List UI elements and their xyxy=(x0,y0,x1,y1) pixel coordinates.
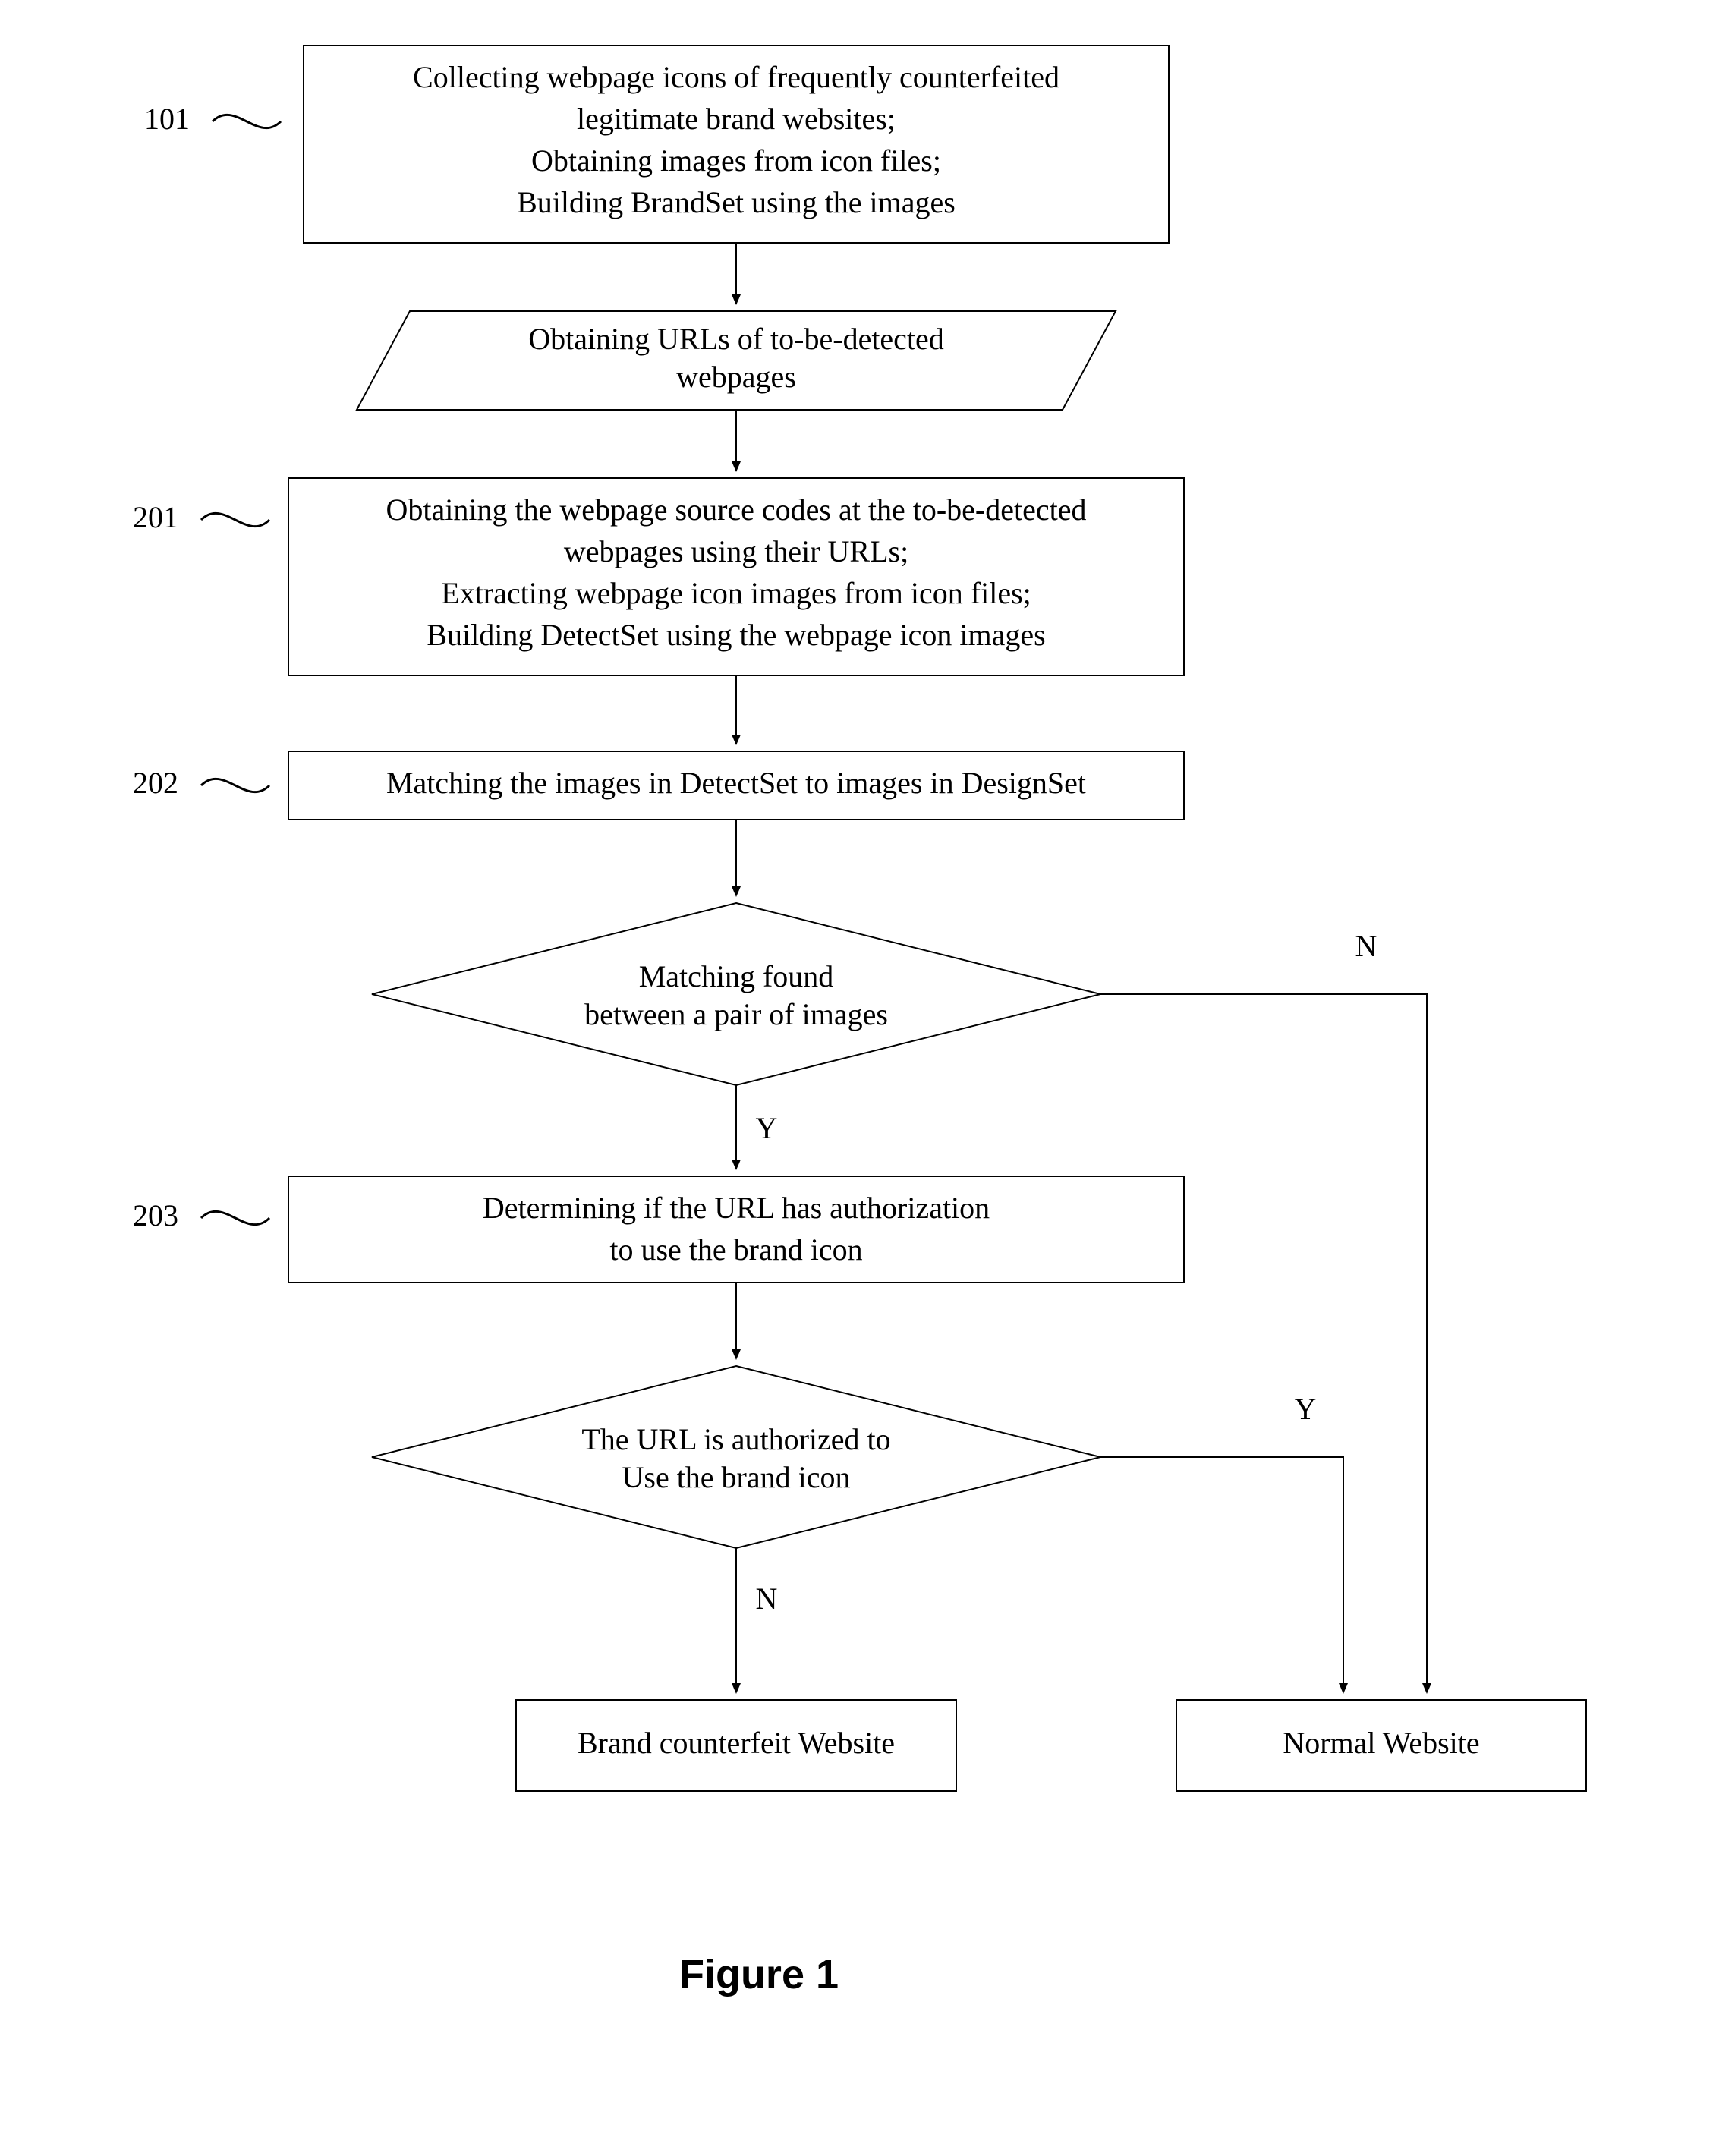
edge-label-d2-yes: Y xyxy=(1295,1392,1317,1426)
svg-text:legitimate brand websites;: legitimate brand websites; xyxy=(577,102,896,136)
node-203-authorization: Determining if the URL has authorization… xyxy=(288,1176,1184,1283)
svg-text:203: 203 xyxy=(133,1198,178,1232)
node-obtain-urls: Obtaining URLs of to-be-detected webpage… xyxy=(357,311,1116,410)
svg-text:Building DetectSet using the w: Building DetectSet using the webpage ico… xyxy=(427,618,1045,652)
svg-text:The URL is authorized to: The URL is authorized to xyxy=(581,1422,890,1456)
svg-text:Normal Website: Normal Website xyxy=(1283,1726,1479,1760)
svg-text:Extracting webpage icon images: Extracting webpage icon images from icon… xyxy=(441,576,1031,610)
svg-text:201: 201 xyxy=(133,500,178,534)
node-result-counterfeit: Brand counterfeit Website xyxy=(516,1700,956,1791)
node-201-detectset: Obtaining the webpage source codes at th… xyxy=(288,478,1184,675)
edge-d2-yes xyxy=(1100,1457,1343,1692)
svg-text:Determining if the URL has aut: Determining if the URL has authorization xyxy=(483,1191,990,1225)
decision-url-authorized: The URL is authorized to Use the brand i… xyxy=(372,1366,1100,1548)
svg-text:webpages: webpages xyxy=(676,360,796,394)
decision-matching-found: Matching found between a pair of images xyxy=(372,903,1100,1085)
side-label-101: 101 xyxy=(144,102,281,136)
svg-text:Building BrandSet using the im: Building BrandSet using the images xyxy=(517,185,956,219)
svg-text:202: 202 xyxy=(133,766,178,800)
side-label-202: 202 xyxy=(133,766,269,800)
svg-text:Obtaining the webpage source c: Obtaining the webpage source codes at th… xyxy=(386,493,1087,527)
side-label-201: 201 xyxy=(133,500,269,534)
edge-label-d2-no: N xyxy=(756,1582,778,1616)
svg-text:101: 101 xyxy=(144,102,190,136)
svg-text:Matching the images in DetectS: Matching the images in DetectSet to imag… xyxy=(386,766,1086,800)
svg-text:Collecting webpage icons of fr: Collecting webpage icons of frequently c… xyxy=(413,60,1059,94)
flowchart-figure: 101 Collecting webpage icons of frequent… xyxy=(0,0,1719,2156)
edge-label-d1-no: N xyxy=(1355,929,1377,963)
edge-d1-no xyxy=(1100,994,1427,1692)
svg-text:Matching found: Matching found xyxy=(639,959,834,993)
svg-text:webpages using their URLs;: webpages using their URLs; xyxy=(564,534,908,568)
svg-text:Use the brand icon: Use the brand icon xyxy=(622,1460,850,1494)
side-label-203: 203 xyxy=(133,1198,269,1232)
svg-text:to use the brand icon: to use the brand icon xyxy=(609,1232,862,1267)
svg-text:Obtaining images from icon fil: Obtaining images from icon files; xyxy=(531,143,941,178)
node-202-matching: Matching the images in DetectSet to imag… xyxy=(288,751,1184,820)
svg-text:between a pair of images: between a pair of images xyxy=(584,997,888,1031)
svg-text:Obtaining URLs of to-be-detect: Obtaining URLs of to-be-detected xyxy=(528,322,944,356)
edge-label-d1-yes: Y xyxy=(756,1111,778,1145)
node-result-normal: Normal Website xyxy=(1176,1700,1586,1791)
svg-text:Brand counterfeit Website: Brand counterfeit Website xyxy=(578,1726,895,1760)
figure-caption: Figure 1 xyxy=(679,1952,839,1997)
node-101-collect: Collecting webpage icons of frequently c… xyxy=(304,46,1169,243)
